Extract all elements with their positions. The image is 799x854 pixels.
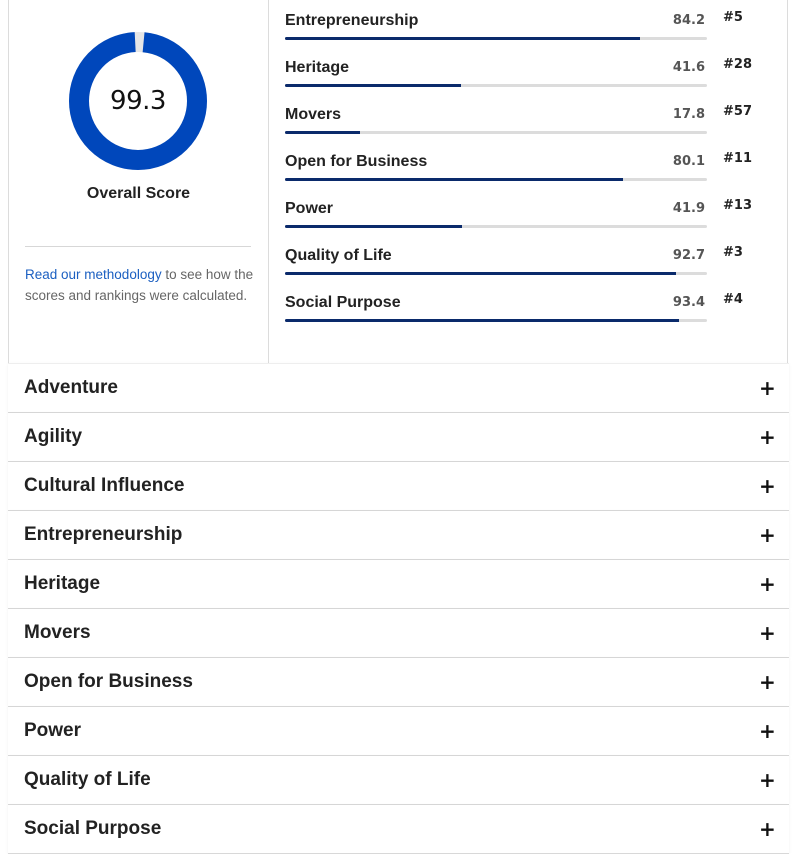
metric-bar-fill <box>285 131 361 134</box>
metrics-list: Entrepreneurship 84.2 #5 Heritage 41.6 #… <box>285 0 785 363</box>
overall-score-value: 99.3 <box>110 86 166 116</box>
accordion-title: Entrepreneurship <box>24 524 183 545</box>
metric-bar-fill <box>285 178 624 181</box>
metric-bar-fill <box>285 225 462 228</box>
plus-icon[interactable]: + <box>759 376 776 400</box>
metric-bar-fill <box>285 84 461 87</box>
metric-row: Social Purpose 93.4 #4 <box>285 282 775 329</box>
metric-name: Social Purpose <box>285 294 401 311</box>
accordion-item-heritage[interactable]: Heritage + <box>8 560 789 609</box>
accordion-title: Open for Business <box>24 671 193 692</box>
accordion-item-open-for-business[interactable]: Open for Business + <box>8 658 789 707</box>
metric-name: Movers <box>285 106 342 123</box>
metric-rank: #57 <box>723 104 752 119</box>
metric-name: Open for Business <box>285 153 428 170</box>
metric-score: 84.2 <box>672 13 705 28</box>
metric-name: Heritage <box>285 59 350 76</box>
plus-icon[interactable]: + <box>759 768 776 792</box>
accordion-item-social-purpose[interactable]: Social Purpose + <box>8 805 789 854</box>
metric-score: 41.9 <box>672 201 705 216</box>
metric-name: Entrepreneurship <box>285 12 419 29</box>
metric-bar-track <box>285 37 707 40</box>
plus-icon[interactable]: + <box>759 474 776 498</box>
accordion-title: Heritage <box>24 573 101 594</box>
metric-score: 92.7 <box>672 248 705 263</box>
accordion-title: Social Purpose <box>24 818 162 839</box>
plus-icon[interactable]: + <box>759 572 776 596</box>
plus-icon[interactable]: + <box>759 621 776 645</box>
methodology-text: to see how the scores and rankings were … <box>25 267 254 303</box>
metric-rank: #3 <box>723 245 743 260</box>
metric-rank: #5 <box>723 10 743 25</box>
plus-icon[interactable]: + <box>759 719 776 743</box>
plus-icon[interactable]: + <box>759 523 776 547</box>
accordion-item-quality-of-life[interactable]: Quality of Life + <box>8 756 789 805</box>
metric-rank: #13 <box>723 198 752 213</box>
metric-row: Quality of Life 92.7 #3 <box>285 235 775 282</box>
donut-chart <box>69 32 207 170</box>
metric-row: Movers 17.8 #57 <box>285 94 775 141</box>
donut-arc <box>69 32 207 170</box>
metric-row: Power 41.9 #13 <box>285 188 775 235</box>
methodology-note: Read our methodology to see how the scor… <box>25 264 255 306</box>
accordion-title: Power <box>24 720 82 741</box>
metric-row: Heritage 41.6 #28 <box>285 47 775 94</box>
accordion-title: Cultural Influence <box>24 475 185 496</box>
accordion-item-cultural-influence[interactable]: Cultural Influence + <box>8 462 789 511</box>
accordion-item-agility[interactable]: Agility + <box>8 413 789 462</box>
accordion-item-power[interactable]: Power + <box>8 707 789 756</box>
score-card: 99.3 Overall Score Read our methodology … <box>8 0 788 363</box>
accordion-title: Movers <box>24 622 91 643</box>
metric-bar-fill <box>285 319 680 322</box>
metric-row: Open for Business 80.1 #11 <box>285 141 775 188</box>
metric-row: Entrepreneurship 84.2 #5 <box>285 0 775 47</box>
metric-score: 80.1 <box>672 154 705 169</box>
category-accordion: Adventure + Agility + Cultural Influence… <box>8 363 789 854</box>
divider <box>25 246 251 247</box>
overall-score-donut: 99.3 <box>67 30 209 172</box>
accordion-item-adventure[interactable]: Adventure + <box>8 363 789 413</box>
accordion-title: Agility <box>24 426 83 447</box>
plus-icon[interactable]: + <box>759 670 776 694</box>
metric-rank: #11 <box>723 151 752 166</box>
metric-bar-track <box>285 84 707 87</box>
metric-bar-fill <box>285 272 677 275</box>
overall-score-label: Overall Score <box>86 185 191 202</box>
metric-rank: #4 <box>723 292 743 307</box>
metric-bar-track <box>285 319 707 322</box>
accordion-title: Adventure <box>24 377 118 398</box>
accordion-item-movers[interactable]: Movers + <box>8 609 789 658</box>
metric-rank: #28 <box>723 57 752 72</box>
metric-name: Quality of Life <box>285 247 392 264</box>
metric-score: 41.6 <box>672 60 705 75</box>
plus-icon[interactable]: + <box>759 817 776 841</box>
plus-icon[interactable]: + <box>759 425 776 449</box>
overall-score-panel: 99.3 Overall Score Read our methodology … <box>9 0 269 363</box>
metric-bar-fill <box>285 37 641 40</box>
metric-score: 93.4 <box>672 295 705 310</box>
metric-name: Power <box>285 200 334 217</box>
metric-bar-track <box>285 272 707 275</box>
metric-bar-track <box>285 178 707 181</box>
methodology-link[interactable]: Read our methodology <box>25 267 162 282</box>
accordion-item-entrepreneurship[interactable]: Entrepreneurship + <box>8 511 789 560</box>
metric-bar-track <box>285 131 707 134</box>
accordion-title: Quality of Life <box>24 769 151 790</box>
metric-score: 17.8 <box>672 107 705 122</box>
metric-bar-track <box>285 225 707 228</box>
